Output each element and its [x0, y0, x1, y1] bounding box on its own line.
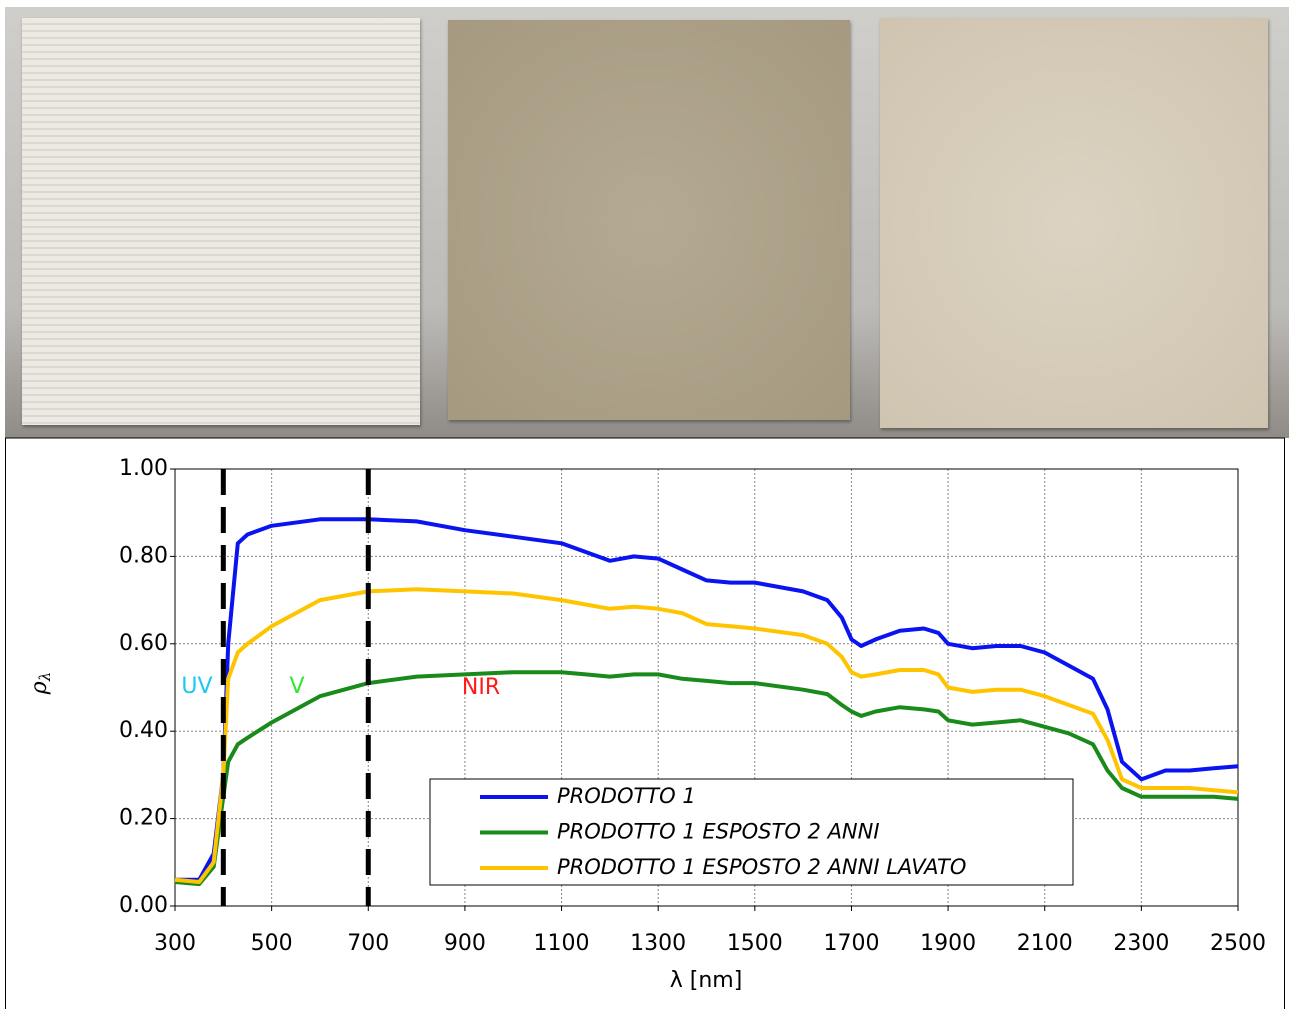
y-axis-subscript: λ: [36, 672, 54, 683]
x-tick-label: 1300: [630, 931, 686, 956]
series-line: [174, 587, 1239, 884]
series-line: [175, 517, 1239, 882]
region-label: NIR: [462, 675, 500, 700]
y-tick-label: 0.00: [119, 893, 168, 918]
y-tick-label: 0.20: [119, 806, 168, 831]
x-tick-label: 2100: [1017, 931, 1073, 956]
x-axis-label: λ [nm]: [670, 968, 743, 993]
x-tick-label: 2300: [1113, 931, 1169, 956]
y-axis-symbol: ρ: [27, 681, 52, 695]
legend-label: PRODOTTO 1: [557, 784, 696, 808]
sample-photo: [5, 7, 1289, 438]
y-axis-label: ρλ: [27, 672, 54, 695]
x-tick-label: 1700: [823, 931, 879, 956]
legend-label: PRODOTTO 1 ESPOSTO 2 ANNI LAVATO: [557, 855, 966, 879]
series-line: [174, 670, 1239, 887]
x-tick-label: 700: [347, 931, 389, 956]
y-tick-label: 0.40: [119, 718, 168, 743]
sample-panel: [880, 18, 1268, 428]
sample-panel: [448, 20, 850, 420]
x-tick-label: 1100: [534, 931, 590, 956]
x-tick-label: 2500: [1210, 931, 1266, 956]
plot-border: [174, 468, 1239, 907]
x-tick-label: 1900: [920, 931, 976, 956]
region-label: UV: [181, 674, 212, 699]
x-tick-label: 300: [154, 931, 196, 956]
region-label: V: [289, 674, 304, 699]
y-tick-label: 1.00: [119, 456, 168, 481]
y-tick-label: 0.60: [119, 631, 168, 656]
y-tick-label: 0.80: [119, 543, 168, 568]
x-tick-label: 1500: [727, 931, 783, 956]
legend-label: PRODOTTO 1 ESPOSTO 2 ANNI: [557, 820, 880, 844]
sample-panel: [22, 18, 420, 425]
x-tick-label: 500: [251, 931, 293, 956]
x-tick-label: 900: [444, 931, 486, 956]
